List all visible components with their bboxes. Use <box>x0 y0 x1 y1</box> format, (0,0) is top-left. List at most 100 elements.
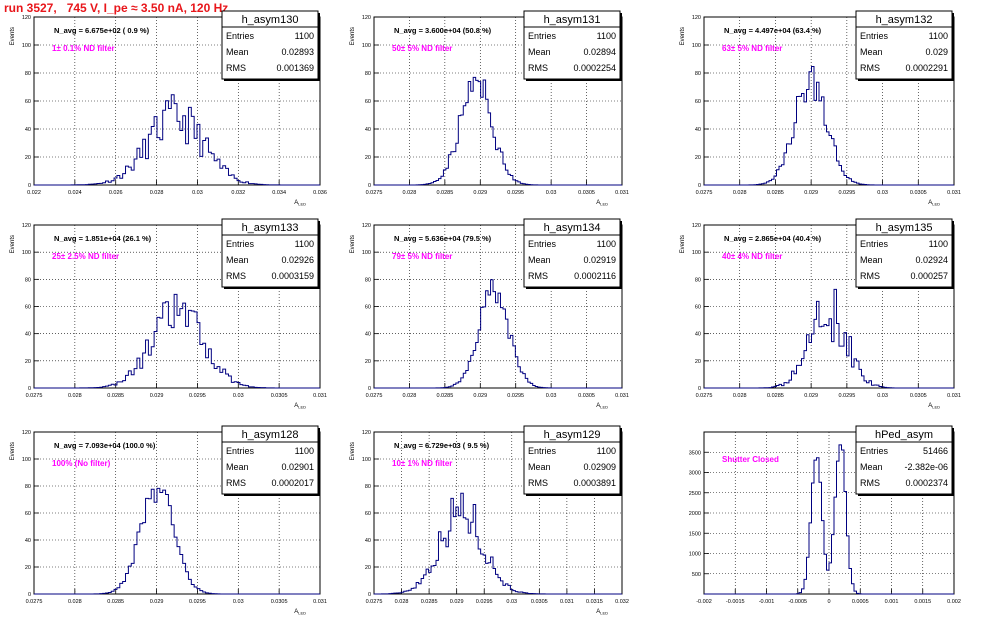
histogram-line <box>374 76 622 186</box>
x-tick-label: 0.024 <box>68 190 82 196</box>
histogram-line <box>374 279 622 389</box>
x-tick-label: 0.0275 <box>26 599 43 605</box>
y-tick-label: 3500 <box>689 450 701 456</box>
x-tick-label: -0.0015 <box>726 599 745 605</box>
y-tick-label: 120 <box>22 430 31 436</box>
y-axis-label: Events <box>680 27 686 45</box>
stats-key-rms: RMS <box>226 271 246 281</box>
x-tick-label: 0.0275 <box>26 393 43 399</box>
histogram-name: h_asym135 <box>876 222 933 234</box>
y-tick-label: 20 <box>365 565 371 571</box>
x-axis-label: ALED <box>294 609 306 616</box>
x-tick-label: 0.022 <box>27 190 41 196</box>
y-tick-label: 100 <box>692 250 701 256</box>
x-tick-label: 0.0005 <box>852 599 869 605</box>
stats-key-entries: Entries <box>528 446 557 456</box>
y-tick-label: 20 <box>25 565 31 571</box>
x-axis-label: ALED <box>928 200 940 207</box>
stats-box-frame <box>523 425 621 495</box>
y-tick-label: 60 <box>365 305 371 311</box>
y-tick-label: 60 <box>25 305 31 311</box>
y-tick-label: 0 <box>368 592 371 598</box>
y-tick-label: 0 <box>28 386 31 392</box>
y-tick-label: 1000 <box>689 552 701 558</box>
y-tick-label: 60 <box>25 99 31 105</box>
stats-value-entries: 1100 <box>295 239 314 249</box>
x-tick-label: 0.03 <box>877 393 888 399</box>
stats-value-entries: 1100 <box>295 446 314 456</box>
x-tick-label: 0.0305 <box>578 393 595 399</box>
stats-key-entries: Entries <box>226 239 255 249</box>
x-tick-label: 0.031 <box>615 190 629 196</box>
x-tick-label: 0.0295 <box>507 393 524 399</box>
stats-box: h_asym134 Entries 1100 Mean 0.02919 RMS 0.0002… <box>523 218 622 289</box>
x-tick-label: -0.001 <box>759 599 775 605</box>
filter-label: 50± 5% ND filter <box>392 44 452 53</box>
stats-value-rms: 0.0003891 <box>573 478 616 488</box>
panel-h_asym131: 0.0275 0.028 0.0285 0.029 0.0295 0.03 0.0305 0.… <box>350 10 629 207</box>
x-tick-label: 0.031 <box>560 599 574 605</box>
y-tick-label: 20 <box>25 359 31 365</box>
stats-box-frame <box>523 218 621 288</box>
y-axis-label: Events <box>10 27 16 45</box>
stats-box-frame <box>855 10 953 80</box>
y-tick-label: 100 <box>362 250 371 256</box>
stats-box-frame <box>221 218 319 288</box>
stats-key-rms: RMS <box>226 63 246 73</box>
filter-label: 1± 0.1% ND filter <box>52 44 115 53</box>
histogram-name: hPed_asym <box>875 429 933 441</box>
y-tick-label: 120 <box>362 223 371 229</box>
stats-key-mean: Mean <box>860 462 883 472</box>
panel-h_asym129: 0.0275 0.028 0.0285 0.029 0.0295 0.03 0.0305 0.… <box>350 425 629 616</box>
x-tick-label: 0.0285 <box>767 393 784 399</box>
y-tick-label: 60 <box>695 99 701 105</box>
stats-value-entries: 1100 <box>295 31 314 41</box>
stats-value-mean: 0.02924 <box>915 255 948 265</box>
x-tick-label: 0.0275 <box>696 190 713 196</box>
x-tick-label: 0.0275 <box>366 190 383 196</box>
histogram-line <box>34 94 320 186</box>
x-tick-label: 0.029 <box>150 393 164 399</box>
x-tick-label: 0.03 <box>233 393 244 399</box>
stats-box: hPed_asym Entries 51466 Mean -2.382e-06 RMS 0.… <box>855 425 954 496</box>
panel-h_asym135: 0.0275 0.028 0.0285 0.029 0.0295 0.03 0.0305 0.… <box>680 218 961 410</box>
stats-box: h_asym131 Entries 1100 Mean 0.02894 RMS 0.0002… <box>523 10 622 81</box>
stats-key-mean: Mean <box>226 462 249 472</box>
x-tick-label: 0.031 <box>313 393 327 399</box>
x-tick-label: 0.028 <box>733 393 747 399</box>
navg-label: N_avg = 1.851e+04 (26.1 %) <box>54 234 152 243</box>
y-tick-label: 80 <box>365 277 371 283</box>
x-tick-label: 0.03 <box>192 190 203 196</box>
y-tick-label: 2000 <box>689 511 701 517</box>
stats-key-entries: Entries <box>860 239 889 249</box>
x-tick-label: 0.0295 <box>189 599 206 605</box>
x-tick-label: 0.032 <box>231 190 245 196</box>
stats-value-entries: 1100 <box>597 446 616 456</box>
stats-box: h_asym132 Entries 1100 Mean 0.029 RMS 0.000229… <box>855 10 954 81</box>
x-tick-label: 0.03 <box>546 393 557 399</box>
navg-label: N_avg = 4.497e+04 (63.4 %) <box>724 26 822 35</box>
x-tick-label: 0.029 <box>150 599 164 605</box>
y-axis-label: Events <box>680 235 686 253</box>
y-tick-label: 100 <box>22 457 31 463</box>
y-tick-label: 100 <box>22 43 31 49</box>
stats-key-rms: RMS <box>860 478 880 488</box>
x-tick-label: 0.031 <box>947 393 961 399</box>
stats-value-rms: 0.0002291 <box>905 63 948 73</box>
y-tick-label: 80 <box>365 71 371 77</box>
x-tick-label: 0.031 <box>947 190 961 196</box>
x-tick-label: 0.0305 <box>271 393 288 399</box>
panel-h_asym130: 0.022 0.024 0.026 0.028 0.03 0.032 0.034 0.036 0… <box>10 10 327 207</box>
stats-value-rms: 0.000257 <box>910 271 948 281</box>
x-tick-label: -0.002 <box>696 599 712 605</box>
y-tick-label: 120 <box>692 15 701 21</box>
x-tick-label: 0.0285 <box>436 393 453 399</box>
stats-key-mean: Mean <box>528 47 551 57</box>
filter-label: 40± 4% ND filter <box>722 252 782 261</box>
x-tick-label: 0.0305 <box>578 190 595 196</box>
x-tick-label: 0.028 <box>68 599 82 605</box>
stats-key-entries: Entries <box>226 31 255 41</box>
y-tick-label: 40 <box>365 127 371 133</box>
stats-box-frame <box>221 425 319 495</box>
stats-value-rms: 0.001369 <box>276 63 314 73</box>
